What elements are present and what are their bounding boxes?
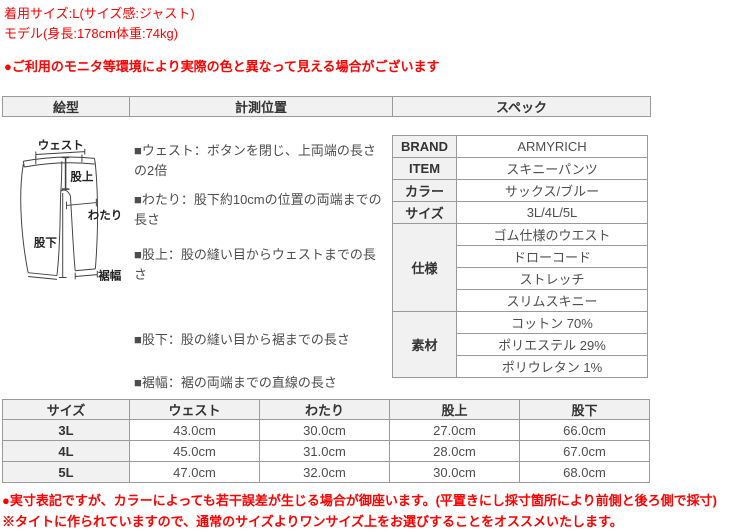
rise-label: 股上	[70, 169, 94, 183]
size-cell-rise: 27.0cm	[389, 419, 520, 441]
measurement-item-hem: ■裾幅：裾の両端までの直線の長さ	[134, 375, 337, 390]
spec-value-brand: ARMYRICH	[456, 135, 648, 158]
right-hem	[75, 268, 96, 272]
spec-table: BRAND ARMYRICH ITEM スキニーパンツ カラー サックス/ブルー…	[392, 135, 648, 378]
size-cell-thigh: 30.0cm	[259, 419, 390, 441]
spec-row-size: サイズ 3L/4L/5L	[392, 201, 648, 224]
pants-diagram: ウェスト 股上 わたり 股下 裾幅	[20, 139, 123, 282]
measurement-description-list: ■ウェスト：ボタンを閉じ、上両端の長さの2倍 ■わたり：股下約10cmの位置の両…	[129, 135, 392, 390]
size-header-thigh: わたり	[259, 399, 390, 420]
measurement-accuracy-note: ●実寸表記ですが、カラーによっても若干誤差が生じる場合が御座います。(平置きにし…	[2, 493, 718, 508]
size-cell-waist: 45.0cm	[129, 440, 260, 462]
inseam-measure-line	[58, 192, 67, 278]
size-cell-size: 3L	[2, 419, 130, 441]
spec-row-item: ITEM スキニーパンツ	[392, 157, 648, 180]
measurement-item-waist: ■ウェスト：ボタンを閉じ、上両端の長さの2倍	[134, 143, 376, 178]
spec-column: BRAND ARMYRICH ITEM スキニーパンツ カラー サックス/ブルー…	[392, 135, 650, 380]
spec-value-material-1: コットン 70%	[456, 311, 648, 334]
size-cell-inseam: 66.0cm	[519, 419, 650, 441]
spec-row-feature: ストレッチ	[393, 267, 648, 290]
spec-row-brand: BRAND ARMYRICH	[392, 135, 648, 158]
sizing-recommendation-note: ※タイトに作られていますので、通常のサイズよりワンサイズ上をお選びすることをオス…	[2, 514, 623, 529]
size-row-3l: 3L 43.0cm 30.0cm 27.0cm 66.0cm	[2, 419, 650, 441]
spec-value-item: スキニーパンツ	[456, 157, 648, 180]
spec-label-brand: BRAND	[392, 135, 457, 158]
spec-value-color: サックス/ブルー	[456, 179, 648, 202]
size-cell-thigh: 32.0cm	[259, 461, 390, 483]
size-header-inseam: 股下	[519, 399, 650, 420]
inseam-label: 股下	[34, 236, 58, 250]
size-cell-inseam: 67.0cm	[519, 440, 650, 462]
left-outer-seam	[20, 164, 29, 273]
size-header-waist: ウェスト	[129, 399, 260, 420]
spec-value-feature-3: ストレッチ	[456, 267, 648, 290]
spec-label-feature: 仕様	[392, 223, 457, 312]
measurement-item-inseam: ■股下：股の縫い目から裾までの長さ	[134, 332, 350, 347]
crotch-seam	[60, 161, 71, 197]
measurement-item-rise: ■股上：股の縫い目からウェストまでの長さ	[134, 247, 376, 282]
size-cell-rise: 28.0cm	[389, 440, 520, 462]
size-cell-waist: 47.0cm	[129, 461, 260, 483]
left-hem	[28, 272, 58, 280]
thigh-label: わたり	[88, 209, 123, 222]
spec-label-color: カラー	[392, 179, 457, 202]
belt-loops	[35, 154, 83, 165]
wear-size-note: 着用サイズ:L(サイズ感:ジャスト)	[4, 6, 195, 21]
spec-value-material-3: ポリウレタン 1%	[456, 355, 648, 378]
spec-value-feature-2: ドローコード	[456, 245, 648, 268]
right-outer-seam	[94, 164, 99, 269]
spec-row-material: ポリエステル 29%	[393, 333, 648, 356]
waist-label: ウェスト	[38, 139, 84, 152]
size-chart-header-row: サイズ ウェスト わたり 股上 股下	[2, 399, 650, 420]
monitor-color-note: ●ご利用のモニタ等環境により実際の色と異なって見える場合がございます	[4, 59, 440, 74]
left-inner-seam	[56, 190, 62, 276]
column-header-spec: スペック	[392, 96, 651, 117]
spec-row-color: カラー サックス/ブルー	[392, 179, 648, 202]
right-inner-seam	[69, 195, 76, 271]
column-header-diagram: 絵型	[2, 96, 130, 117]
spec-row-feature: 仕様 ゴム仕様のウエスト	[392, 223, 648, 312]
model-size-note: モデル(身長:178cm体重:74kg)	[4, 26, 179, 41]
hem-width-label: 裾幅	[98, 268, 122, 282]
section-header-table: 絵型 計測位置 スペック	[2, 96, 651, 117]
size-cell-size: 4L	[2, 440, 130, 462]
top-notes: 着用サイズ:L(サイズ感:ジャスト) モデル(身長:178cm体重:74kg) …	[0, 0, 750, 77]
size-cell-waist: 43.0cm	[129, 419, 260, 441]
section-header-row: 絵型 計測位置 スペック	[2, 96, 651, 117]
thigh-measure-line	[66, 198, 97, 210]
size-chart-table: サイズ ウェスト わたり 股上 股下 3L 43.0cm 30.0cm 27.0…	[2, 399, 650, 483]
spec-value-material-2: ポリエステル 29%	[456, 333, 648, 356]
spec-value-feature-4: スリムスキニー	[456, 289, 648, 312]
spec-label-material: 素材	[392, 311, 457, 378]
size-cell-inseam: 68.0cm	[519, 461, 650, 483]
size-cell-thigh: 31.0cm	[259, 440, 390, 462]
content-area: ウェスト 股上 わたり 股下 裾幅 ■ウェスト：ボタンを閉じ、上両端の長さの2倍…	[2, 135, 750, 390]
spec-label-item: ITEM	[392, 157, 457, 180]
spec-value-feature-1: ゴム仕様のウエスト	[456, 223, 648, 246]
hem-measure-line	[74, 270, 98, 280]
column-header-measure-position: 計測位置	[129, 96, 393, 117]
waistband	[22, 156, 96, 168]
size-cell-rise: 30.0cm	[389, 461, 520, 483]
size-row-5l: 5L 47.0cm 32.0cm 30.0cm 68.0cm	[2, 461, 650, 483]
spec-row-material: ポリウレタン 1%	[393, 355, 648, 378]
size-cell-size: 5L	[2, 461, 130, 483]
size-header-rise: 股上	[389, 399, 520, 420]
rise-measure-line	[61, 156, 70, 190]
measurement-item-thigh: ■わたり：股下約10cmの位置の両端までの長さ	[134, 192, 382, 227]
size-row-4l: 4L 45.0cm 31.0cm 28.0cm 67.0cm	[2, 440, 650, 462]
spec-value-size: 3L/4L/5L	[456, 201, 648, 224]
spec-label-size: サイズ	[392, 201, 457, 224]
bottom-notes: ●実寸表記ですが、カラーによっても若干誤差が生じる場合が御座います。(平置きにし…	[2, 490, 750, 532]
spec-row-material: 素材 コットン 70%	[392, 311, 648, 378]
size-header-size: サイズ	[2, 399, 130, 420]
diagram-column: ウェスト 股上 わたり 股下 裾幅	[2, 135, 129, 380]
